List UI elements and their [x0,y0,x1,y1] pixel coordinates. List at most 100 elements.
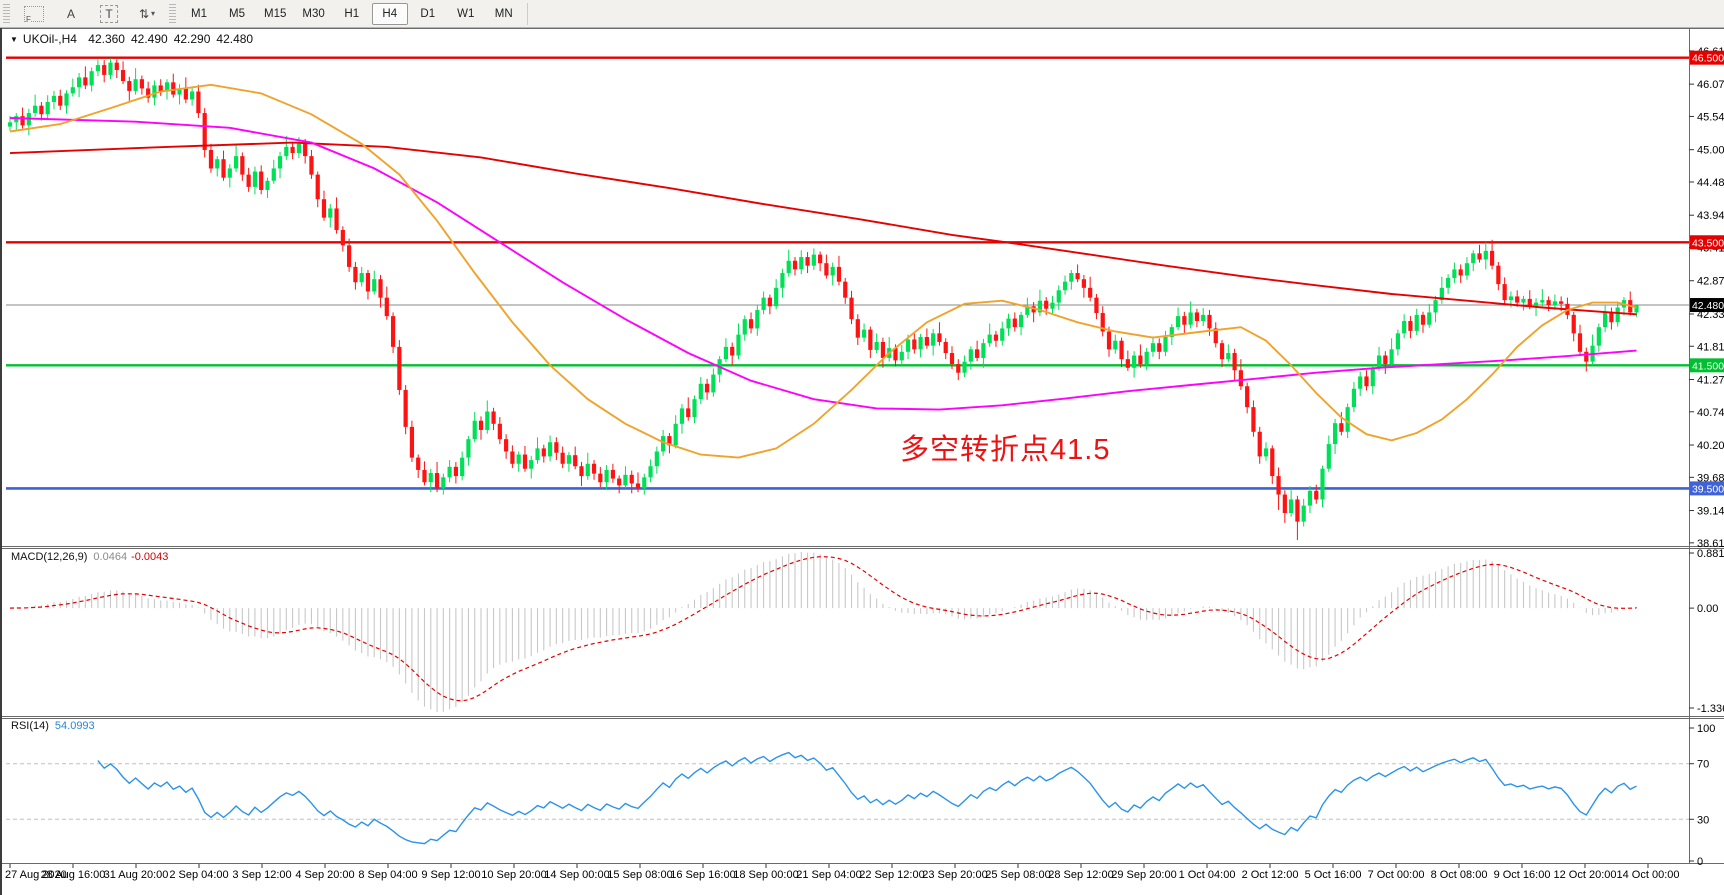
time-axis-label: 28 Aug 16:00 [41,869,106,881]
timeframe-m1-button[interactable]: M1 [191,7,207,20]
arrange-arrows-icon: ⇅ [138,6,150,21]
timeframe-h4-button[interactable]: H4 [371,2,408,25]
chart-title: ▼ UKOil-,H4 42.360 42.490 42.290 42.480 [10,32,259,46]
time-axis-label: 31 Aug 20:00 [104,869,169,881]
time-axis-label: 5 Oct 16:00 [1305,869,1362,881]
time-axis-label: 14 Sep 00:00 [544,869,609,881]
svg-text:30: 30 [1697,814,1709,826]
time-axis-label: 1 Oct 04:00 [1179,869,1236,881]
time-axis-label: 10 Sep 20:00 [481,869,546,881]
timeframe-m30-button[interactable]: M30 [302,7,325,20]
time-axis-label: 16 Sep 16:00 [670,869,735,881]
time-axis-label: 4 Sep 20:00 [295,869,354,881]
moving-averages [9,83,1637,459]
rsi-value: 54.0993 [54,720,95,732]
macd-label: MACD(12,26,9) 0.0464 -0.0043 [11,551,168,563]
toolbar-separator [526,2,528,25]
svg-text:39.680: 39.680 [1697,472,1724,484]
close-value: 42.480 [216,32,254,46]
ma-slow-red [9,141,1637,316]
price-badge: 41.500 [1692,360,1724,372]
time-axis-label: 9 Oct 16:00 [1494,869,1551,881]
timeframe-h1-button[interactable]: H1 [344,7,360,20]
svg-text:0: 0 [1697,856,1703,868]
open-value: 42.360 [88,32,125,46]
time-axis-label: 15 Sep 08:00 [607,869,672,881]
price-badge: 42.480 [1692,300,1724,312]
svg-text:-1.3368: -1.3368 [1697,703,1724,715]
time-axis-label: 2 Sep 04:00 [169,869,228,881]
high-value: 42.490 [130,32,168,46]
timeframe-w1-button[interactable]: W1 [457,7,475,20]
timeframe-m15-button[interactable]: M15 [264,7,287,20]
top-toolbar: F A T ⇅ ▾ M1 M5 M15 M30 H1 H4 D1 W1 MN [0,0,1724,28]
panel-frame [2,28,1724,864]
text-label-icon: A [66,6,75,21]
svg-text:41.270: 41.270 [1697,374,1724,386]
symbol-name: UKOil-,H4 [22,32,77,46]
svg-text:44.480: 44.480 [1697,177,1724,189]
svg-text:39.140: 39.140 [1697,506,1724,518]
symbol-dropdown-icon[interactable]: ▼ [10,35,18,44]
chevron-down-icon: ▾ [151,9,156,18]
time-axis-label: 12 Oct 20:00 [1554,869,1617,881]
time-axis-label: 21 Sep 04:00 [796,869,861,881]
toolbar-group-handle[interactable] [169,3,176,24]
text-label-button[interactable]: A [53,3,89,25]
svg-text:45.005: 45.005 [1697,145,1724,157]
macd-panel: 0.8812 0.00 -1.3368 [9,548,1724,715]
ma-mid-magenta [9,117,1637,411]
svg-text:0.00: 0.00 [1697,603,1718,615]
price-chart-canvas[interactable]: 46.61046.07045.54545.00544.48043.94043.4… [2,28,1724,895]
svg-text:41.810: 41.810 [1697,341,1724,353]
time-axis-label: 23 Sep 20:00 [922,869,987,881]
svg-text:43.940: 43.940 [1697,210,1724,222]
macd-signal-line [9,556,1637,702]
horizontal-level-lines [6,56,1689,490]
arrange-arrows-button[interactable]: ⇅ ▾ [129,3,165,25]
rsi-label: RSI(14) 54.0993 [11,720,95,732]
chart-window[interactable]: 46.61046.07045.54545.00544.48043.94043.4… [0,28,1724,895]
low-value: 42.290 [173,32,211,46]
ma-fast-orange [9,83,1637,459]
text-box-button[interactable]: T [91,3,127,25]
price-badge: 39.500 [1692,483,1724,495]
timeframe-m5-button[interactable]: M5 [229,7,245,20]
timeframe-mn-button[interactable]: MN [494,7,513,20]
price-axis[interactable]: 46.61046.07045.54545.00544.48043.94043.4… [1689,46,1724,550]
price-badge: 43.500 [1692,237,1724,249]
time-axis-label: 28 Sep 12:00 [1048,869,1113,881]
svg-text:70: 70 [1697,759,1709,771]
svg-text:40.745: 40.745 [1697,407,1724,419]
macd-signal-value: -0.0043 [131,551,169,563]
time-axis-label: 8 Sep 04:00 [358,869,417,881]
indicator-frame-button[interactable]: F [15,3,51,25]
time-axis-label: 9 Sep 12:00 [421,869,480,881]
text-box-icon: T [100,4,118,23]
candles [7,58,1639,541]
time-axis-label: 22 Sep 12:00 [859,869,924,881]
time-axis-label: 18 Sep 00:00 [733,869,798,881]
macd-name: MACD(12,26,9) [11,551,88,563]
annotation-note: 多空转折点41.5 [900,434,1111,466]
svg-text:45.545: 45.545 [1697,111,1724,123]
rsi-line [97,751,1637,845]
rsi-name: RSI(14) [11,720,49,732]
macd-main-value: 0.0464 [93,551,128,563]
time-axis-label: 29 Sep 20:00 [1111,869,1176,881]
svg-text:40.205: 40.205 [1697,440,1724,452]
time-axis-label: 25 Sep 08:00 [985,869,1050,881]
price-badge: 46.500 [1692,53,1724,65]
rsi-panel: 100 70 30 0 [6,723,1715,868]
svg-text:0.8812: 0.8812 [1697,548,1724,560]
timeframe-d1-button[interactable]: D1 [420,7,436,20]
indicator-frame-icon: F [24,5,44,24]
svg-text:100: 100 [1697,723,1715,735]
ohlc-readout: 42.360 42.490 42.290 42.480 [88,32,259,46]
time-axis-label: 7 Oct 00:00 [1368,869,1425,881]
time-axis-label: 8 Oct 08:00 [1431,869,1488,881]
time-axis-label: 2 Oct 12:00 [1242,869,1299,881]
time-axis-label: 27 Aug 2020 [5,869,67,881]
toolbar-drag-handle[interactable] [3,3,10,24]
